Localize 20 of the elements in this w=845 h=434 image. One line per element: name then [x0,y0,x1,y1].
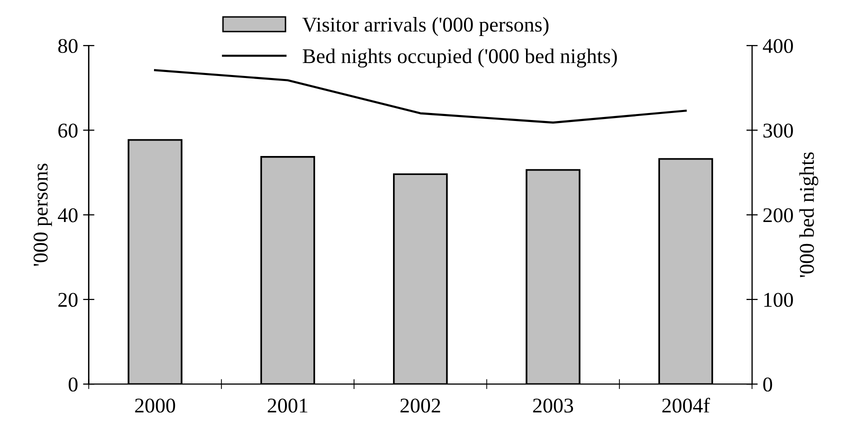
y2-axis-title: '000 bed nights [799,152,818,278]
x-tick-label: 2000 [135,398,176,413]
legend-label: Bed nights occupied ('000 bed nights) [302,48,617,68]
y2-tick-label: 400 [762,38,793,54]
y-tick-label: 20 [58,292,78,307]
y2-tick-label: 300 [763,124,793,138]
y-tick-label: 0 [68,377,78,392]
y2-tick-label: 100 [764,292,793,307]
line-series [154,69,687,124]
x-tick-label: 2001 [268,398,308,413]
y2-tick-label: 0 [763,377,772,392]
x-tick-label: 2003 [533,398,574,413]
y-tick-label: 80 [58,38,78,54]
y-axis-title: '000 persons [34,164,52,266]
x-tick-label: 2002 [400,398,440,413]
legend-label: Visitor arrivals ('000 persons) [302,17,548,36]
y2-tick-label: 200 [763,208,793,222]
x-tick-label: 2004f [662,398,710,413]
y-tick-label: 60 [58,124,78,138]
y-tick-label: 40 [58,208,78,222]
